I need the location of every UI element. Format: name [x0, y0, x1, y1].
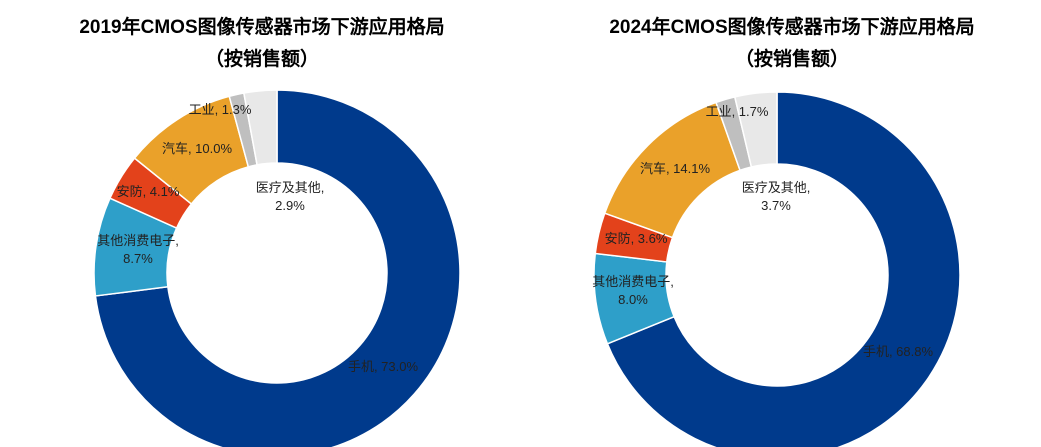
chart-subtitle: （按销售额） [205, 47, 319, 70]
data-label: 医疗及其他, 3.7% [742, 180, 811, 213]
data-label: 医疗及其他, 2.9% [256, 180, 325, 213]
donut-slice [242, 89, 278, 166]
data-label: 手机, 73.0% [348, 359, 419, 374]
chart-subtitle: （按销售额） [735, 47, 849, 70]
data-label: 其他消费电子, 8.0% [592, 274, 674, 307]
donut-slice [606, 91, 961, 447]
data-label: 汽车, 10.0% [162, 141, 233, 156]
data-label: 汽车, 14.1% [640, 161, 711, 176]
data-label: 工业, 1.7% [706, 104, 769, 119]
data-label: 手机, 68.8% [863, 344, 934, 359]
data-label: 安防, 4.1% [117, 184, 180, 199]
donut-slice [94, 89, 461, 447]
data-label: 安防, 3.6% [605, 231, 668, 246]
donut-slice [733, 91, 778, 168]
chart-title: 2019年CMOS图像传感器市场下游应用格局 [79, 15, 444, 38]
data-label: 其他消费电子, 8.7% [97, 233, 179, 266]
chart-title: 2024年CMOS图像传感器市场下游应用格局 [609, 15, 974, 38]
data-label: 工业, 1.3% [189, 102, 252, 117]
